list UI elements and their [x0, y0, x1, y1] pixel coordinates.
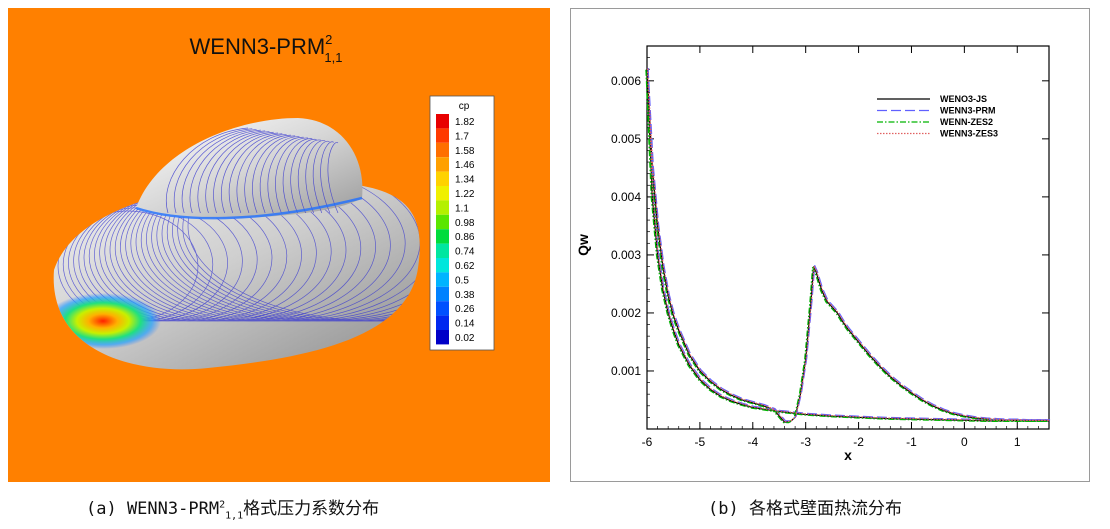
series-line-wenn-zes2-upper	[645, 69, 1048, 424]
colorbar-level-label: 0.14	[455, 319, 475, 330]
legend-label: WENO3-JS	[940, 94, 987, 104]
colorbar-level-label: 1.7	[455, 131, 469, 142]
legend-label: WENN3-PRM	[940, 106, 996, 116]
colorbar-title: cp	[459, 101, 470, 112]
colorbar-swatch	[436, 200, 449, 215]
y-tick-label: 0.005	[611, 132, 641, 146]
y-tick-label: 0.003	[611, 248, 641, 262]
x-tick-label: 1	[1014, 435, 1021, 449]
colorbar-swatch	[436, 330, 449, 345]
colorbar-level-label: 1.1	[455, 203, 469, 214]
series-line-weno3-js-upper	[646, 69, 1049, 423]
caption-a: (a) WENN3-PRM21,1格式压力系数分布	[86, 499, 380, 522]
panel-a-pressure-contour: WENN3-PRM2 1,1 cp 1.82 1.7 1.58 1.46 1.34 1.22…	[8, 8, 550, 482]
caption-b: (b) 各格式壁面热流分布	[708, 499, 902, 519]
colorbar-swatch	[436, 142, 449, 158]
x-tick-label: 0	[961, 435, 968, 449]
colorbar-swatch	[436, 114, 449, 129]
colorbar-level-label: 0.5	[455, 275, 469, 286]
x-tick-label: -3	[800, 435, 811, 449]
series-line-wenn3-prm-lower	[647, 68, 1051, 421]
series-line-wenn3-prm-upper	[647, 68, 1051, 422]
colorbar-level-label: 1.58	[455, 146, 475, 157]
series-line-wenn-zes2-lower	[645, 69, 1048, 423]
series-line-weno3-js-lower	[646, 69, 1049, 422]
colorbar-swatch	[436, 214, 449, 230]
colorbar-level-label: 0.38	[455, 290, 475, 301]
colorbar-swatch	[436, 171, 449, 186]
panel-b-heat-flux-chart: -6 -5 -4 -3 -2 -1 0 1 0.001 0.002 0.003 0.004 0.005…	[570, 8, 1090, 482]
colorbar-swatch	[436, 128, 449, 143]
y-tick-label: 0.002	[611, 306, 641, 320]
y-tick-label: 0.006	[611, 74, 641, 88]
x-tick-label: -1	[906, 435, 917, 449]
colorbar-level-label: 0.86	[455, 232, 475, 243]
colorbar-level-label: 1.82	[455, 117, 475, 128]
colorbar-swatch	[436, 258, 449, 273]
colorbar-level-label: 0.26	[455, 304, 475, 315]
y-tick-label: 0.004	[611, 190, 641, 204]
canopy	[135, 118, 363, 220]
legend-label: WENN3-ZES3	[940, 129, 998, 139]
colorbar-swatch	[436, 301, 449, 316]
colorbar-swatch	[436, 243, 449, 258]
colorbar-level-label: 1.34	[455, 175, 475, 186]
legend-label: WENN-ZES2	[940, 117, 993, 127]
y-tick-label: 0.001	[611, 364, 641, 378]
colorbar-level-label: 0.74	[455, 247, 475, 258]
y-axis-label: Qw	[575, 234, 591, 256]
colorbar-swatch	[436, 272, 449, 287]
colorbar-level-label: 0.02	[455, 333, 475, 344]
series-line-wenn3-zes3-upper	[646, 68, 1050, 423]
colorbar-swatch	[436, 157, 449, 172]
colorbar-level-label: 0.98	[455, 218, 475, 229]
colorbar-swatch	[436, 186, 449, 201]
colorbar-swatch	[436, 315, 449, 330]
x-axis-label: x	[844, 447, 852, 463]
colorbar-swatch	[436, 229, 449, 244]
x-tick-label: -2	[853, 435, 864, 449]
x-tick-label: -4	[747, 435, 758, 449]
colorbar-swatch	[436, 286, 449, 302]
colorbar-level-label: 1.46	[455, 160, 475, 171]
x-tick-label: -6	[642, 435, 653, 449]
x-tick-label: -5	[695, 435, 706, 449]
colorbar-level-label: 1.22	[455, 189, 475, 200]
panel-a-title: WENN3-PRM2 1,1	[190, 32, 343, 65]
colorbar-level-label: 0.62	[455, 261, 475, 272]
series-line-wenn3-zes3-lower	[646, 68, 1050, 421]
chart-frame	[570, 8, 1090, 482]
colorbar: cp 1.82 1.7 1.58 1.46 1.34 1.22 1.1 0.98 0.86 0.7…	[429, 95, 495, 351]
